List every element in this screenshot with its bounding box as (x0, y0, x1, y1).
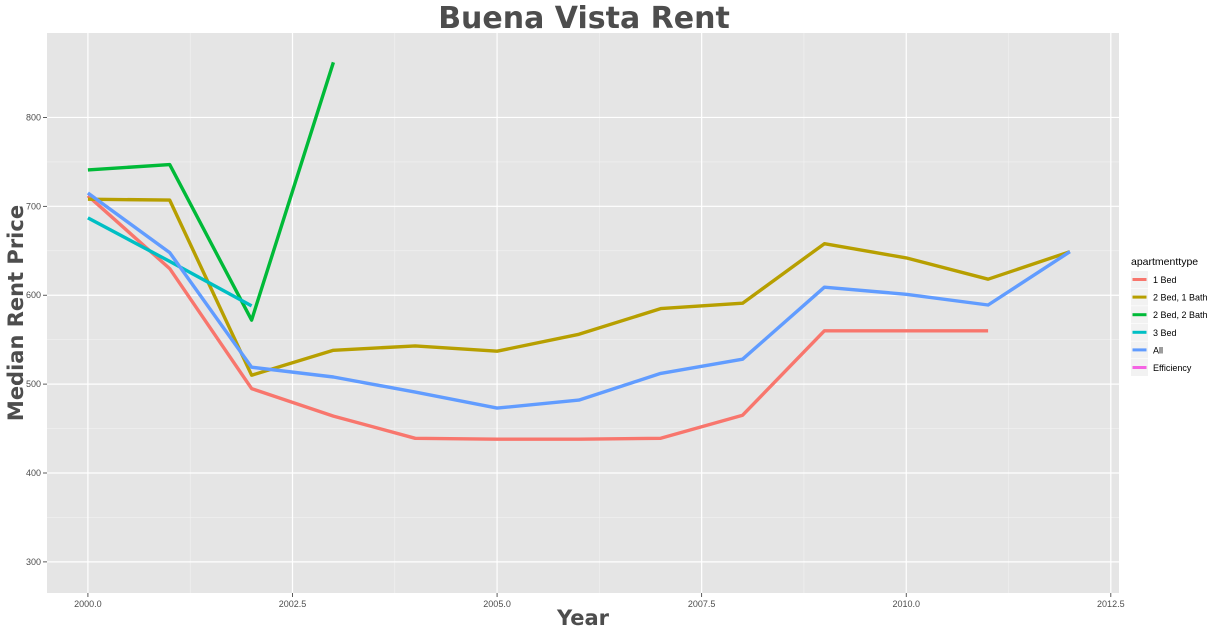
y-tick-label: 500 (26, 379, 41, 389)
grid-lines (47, 33, 1119, 593)
x-tick-label: 2007.5 (688, 599, 716, 609)
series-line-1-bed (86, 194, 989, 441)
x-tick-label: 2005.0 (483, 599, 511, 609)
axis-ticks: 2000.0 2002.5 2005.0 2007.5 2010.0 2012.5 300 4… (26, 112, 1125, 609)
x-tick-label: 2002.5 (279, 599, 307, 609)
legend-label-all: All (1153, 345, 1163, 355)
legend-label-efficiency: Efficiency (1153, 363, 1192, 373)
y-tick-label: 400 (26, 468, 41, 478)
y-axis-title: Median Rent Price (4, 205, 28, 421)
legend-label-3-bed: 3 Bed (1153, 328, 1177, 338)
plot-panel (47, 33, 1119, 593)
series-lines (86, 61, 1071, 441)
x-tick-label: 2000.0 (74, 599, 102, 609)
x-tick-label: 2010.0 (892, 599, 920, 609)
series-line-2-bed-2-bath (87, 61, 336, 322)
x-axis-title: Year (556, 606, 610, 630)
series-line-3-bed (87, 216, 253, 308)
y-tick-label: 600 (26, 290, 41, 300)
legend-title: apartmenttype (1131, 256, 1198, 268)
y-tick-label: 700 (26, 201, 41, 211)
legend-label-2-bed-2-bath: 2 Bed, 2 Bath (1153, 310, 1208, 320)
series-line-all (86, 191, 1071, 410)
legend-label-1-bed: 1 Bed (1153, 275, 1177, 285)
y-tick-label: 300 (26, 557, 41, 567)
series-line-2-bed-1-bath (87, 197, 1071, 377)
y-tick-label: 800 (26, 112, 41, 122)
legend-label-2-bed-1-bath: 2 Bed, 1 Bath (1153, 293, 1208, 303)
x-tick-label: 2012.5 (1097, 599, 1125, 609)
chart-title: Buena Vista Rent (438, 1, 730, 36)
legend: apartmenttype 1 Bed 2 Bed, 1 Bath 2 Bed, 2… (1131, 256, 1208, 376)
